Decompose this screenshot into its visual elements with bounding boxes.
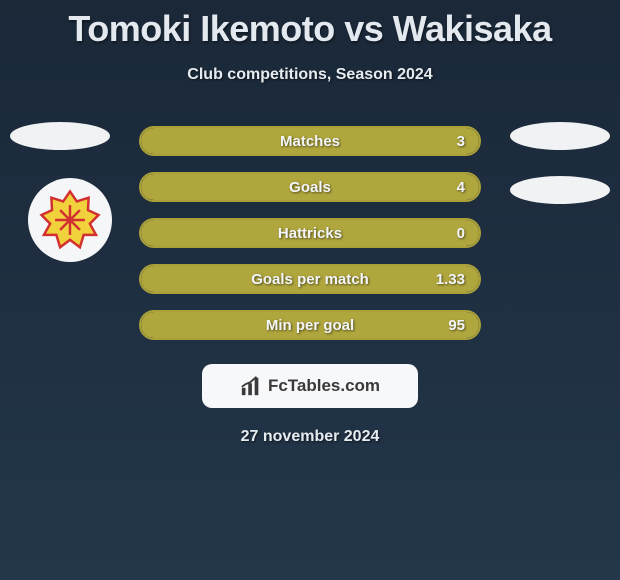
brand-text: FcTables.com <box>268 376 380 396</box>
stat-label: Matches <box>141 133 479 150</box>
page-title: Tomoki Ikemoto vs Wakisaka <box>0 0 620 50</box>
date-text: 27 november 2024 <box>0 428 620 446</box>
club-badge <box>28 178 112 262</box>
stat-value: 3 <box>457 133 465 150</box>
stat-row: Min per goal95 <box>139 310 481 340</box>
club-crest-icon <box>39 189 101 251</box>
player-right-oval-2 <box>510 176 610 204</box>
stat-value: 1.33 <box>436 271 465 288</box>
stat-row: Goals4 <box>139 172 481 202</box>
subtitle: Club competitions, Season 2024 <box>0 66 620 84</box>
stat-label: Hattricks <box>141 225 479 242</box>
player-left-oval <box>10 122 110 150</box>
stat-row: Matches3 <box>139 126 481 156</box>
stat-row: Hattricks0 <box>139 218 481 248</box>
stat-label: Min per goal <box>141 317 479 334</box>
player-right-oval-1 <box>510 122 610 150</box>
chart-icon <box>240 375 262 397</box>
stat-value: 0 <box>457 225 465 242</box>
stat-label: Goals <box>141 179 479 196</box>
stat-value: 95 <box>448 317 465 334</box>
brand-box[interactable]: FcTables.com <box>202 364 418 408</box>
stat-value: 4 <box>457 179 465 196</box>
stat-row: Goals per match1.33 <box>139 264 481 294</box>
stat-label: Goals per match <box>141 271 479 288</box>
